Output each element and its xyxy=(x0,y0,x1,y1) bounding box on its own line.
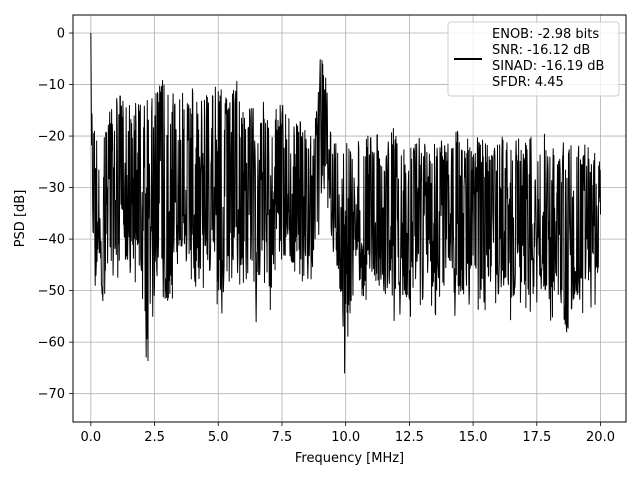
x-axis-ticks: 0.0 2.5 5.0 7.5 10.0 12.5 15.0 17.5 20.0 xyxy=(80,422,615,445)
y-tick-label-0: 0 xyxy=(57,27,65,42)
legend: ENOB: -2.98 bits SNR: -16.12 dB SINAD: -… xyxy=(447,21,620,97)
y-tick-label-6: −60 xyxy=(38,336,65,351)
y-tick-label-4: −40 xyxy=(38,233,65,248)
legend-snr: SNR: -16.12 dB xyxy=(492,43,590,58)
legend-sinad: SINAD: -16.19 dB xyxy=(492,59,604,74)
y-tick-label-7: −70 xyxy=(38,387,65,402)
y-axis-label: PSD [dB] xyxy=(13,190,28,248)
x-axis-label: Frequency [MHz] xyxy=(295,451,404,466)
y-tick-label-1: −10 xyxy=(38,78,65,93)
y-tick-label-5: −50 xyxy=(38,284,65,299)
x-tick-label-7: 17.5 xyxy=(522,430,551,445)
x-tick-label-4: 10.0 xyxy=(331,430,360,445)
x-tick-label-2: 5.0 xyxy=(208,430,229,445)
legend-sfdr: SFDR: 4.45 xyxy=(492,75,564,90)
legend-box xyxy=(447,21,620,97)
psd-series xyxy=(90,33,602,374)
x-tick-label-0: 0.0 xyxy=(80,430,101,445)
y-axis-ticks: 0 −10 −20 −30 −40 −50 −60 −70 xyxy=(38,27,73,402)
psd-trace xyxy=(90,33,602,374)
y-tick-label-3: −30 xyxy=(38,181,65,196)
plot-frame xyxy=(72,14,627,423)
y-tick-label-2: −20 xyxy=(38,130,65,145)
x-tick-label-8: 20.0 xyxy=(586,430,615,445)
x-tick-label-3: 7.5 xyxy=(272,430,293,445)
x-tick-label-5: 12.5 xyxy=(395,430,424,445)
x-tick-label-6: 15.0 xyxy=(459,430,488,445)
legend-enob: ENOB: -2.98 bits xyxy=(492,27,599,42)
x-tick-label-1: 2.5 xyxy=(144,430,165,445)
